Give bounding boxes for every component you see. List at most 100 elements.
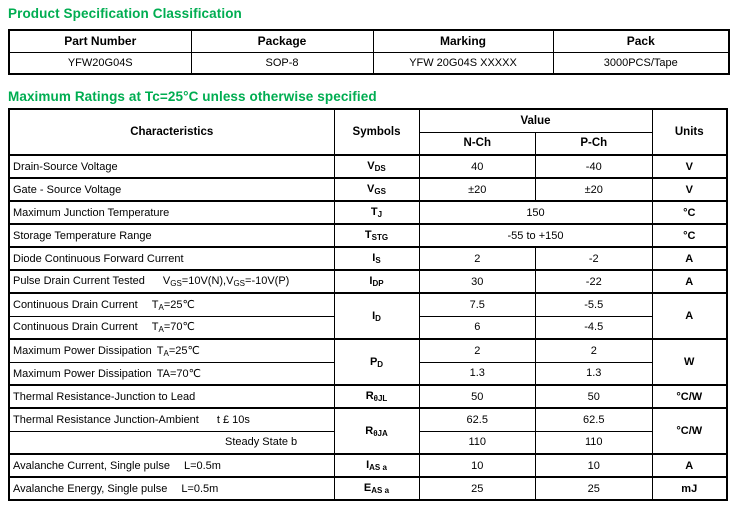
characteristic-cell: Continuous Drain Current TA=25℃ [8,292,335,317]
test-condition: TA=70℃ [156,367,202,380]
nch-value-cell: 62.5 [418,407,536,432]
characteristic-cell: Drain-Source Voltage [8,154,335,179]
table-row: Maximum Power Dissipation TA=70℃ 1.3 1.3 [8,361,727,386]
col-header-symbols: Symbols [333,108,420,156]
units-cell: A [651,453,728,478]
symbol-cell: IDP [333,269,420,294]
pch-value-cell: -40 [535,154,653,179]
table-header-row: Part Number Package Marking Pack [8,29,730,53]
test-condition: TA=25℃ [156,344,200,358]
characteristic-cell: Steady State b [8,430,335,455]
col-header-units: Units [651,108,728,156]
table-row: Gate - Source Voltage VGS ±20 ±20 V [8,177,728,202]
characteristic-label: Avalanche Current, Single pulse [13,459,170,472]
nch-value-cell: 2 [418,338,536,363]
symbol-cell: RθJL [333,384,420,409]
col-header-pack: Pack [552,29,730,53]
nch-value-cell: 6 [418,315,536,340]
pch-value-cell: -2 [535,246,653,271]
test-condition: t £ 10s [216,413,250,426]
table-header-row: Characteristics Symbols Value Units [8,108,728,156]
characteristic-label: Avalanche Energy, Single pulse [13,482,168,495]
table-row: Continuous Drain Current TA=25℃ ID 7.5 -5… [8,292,728,340]
nch-value-cell: 40 [418,154,536,179]
units-cell: °C/W [651,407,728,455]
pack-value: 3000PCS/Tape [552,51,730,75]
nch-value-cell: 2 [418,246,536,271]
test-condition: VGS=10V(N),VGS=-10V(P) [162,275,290,288]
nch-value-cell: ±20 [418,177,536,202]
nch-value-cell: 30 [418,269,536,294]
units-cell: °C [651,200,728,225]
characteristic-cell: Storage Temperature Range [8,223,335,248]
test-condition: Steady State b [225,436,298,449]
marking-value: YFW 20G04S XXXXX [372,51,554,75]
table-row: Thermal Resistance-Junction to Lead RθJL… [8,384,728,409]
units-cell: V [651,177,728,202]
symbol-cell: IAS a [333,453,420,478]
table-row: Storage Temperature Range TSTG -55 to +1… [8,223,728,248]
characteristic-label: Maximum Junction Temperature [13,206,170,219]
col-header-package: Package [190,29,374,53]
col-header-pch: P-Ch [535,131,653,156]
maximum-ratings-table: Characteristics Symbols Value Units N-Ch… [8,108,728,501]
col-header-value: Value [418,108,653,133]
part-number-value: YFW20G04S [8,51,192,75]
package-value: SOP-8 [190,51,374,75]
pch-value-cell: -4.5 [535,315,653,340]
characteristic-label: Maximum Power Dissipation [13,367,152,380]
nch-value-cell: 110 [418,430,536,455]
units-cell: A [651,292,728,340]
section1-title: Product Specification Classification [8,6,242,21]
col-header-marking: Marking [372,29,554,53]
table-row: YFW20G04S SOP-8 YFW 20G04S XXXXX 3000PCS… [8,51,730,75]
product-classification-table: Part Number Package Marking Pack YFW20G0… [8,29,730,75]
shared-value-cell: -55 to +150 [418,223,653,248]
symbol-cell: PD [333,338,420,386]
col-header-characteristics: Characteristics [8,108,335,156]
table-row: Drain-Source Voltage VDS 40 -40 V [8,154,728,179]
units-cell: mJ [651,476,728,501]
characteristic-label: Continuous Drain Current [13,298,138,311]
characteristic-label: Maximum Power Dissipation [13,344,152,357]
section2-title: Maximum Ratings at Tc=25°C unless otherw… [8,89,377,104]
pch-value-cell: 2 [535,338,653,363]
test-condition: L=0.5m [183,459,221,472]
characteristic-cell: Thermal Resistance-Junction to Lead [8,384,335,409]
characteristic-label: Gate - Source Voltage [13,183,122,196]
table-row: Maximum Power Dissipation TA=25℃ PD 2 2 W [8,338,728,386]
units-cell: W [651,338,728,386]
characteristic-cell: Pulse Drain Current Tested VGS=10V(N),VGS… [8,269,335,294]
pch-value-cell: 10 [535,453,653,478]
characteristic-label: Thermal Resistance-Junction to Lead [13,390,196,403]
col-header-nch: N-Ch [418,131,536,156]
characteristic-cell: Maximum Power Dissipation TA=25℃ [8,338,335,363]
pch-value-cell: ±20 [535,177,653,202]
nch-value-cell: 1.3 [418,361,536,386]
table-row: Diode Continuous Forward Current IS 2 -2… [8,246,728,271]
units-cell: A [651,269,728,294]
symbol-cell: EAS a [333,476,420,501]
pch-value-cell: 110 [535,430,653,455]
table-row: Steady State b 110 110 [8,430,727,455]
units-cell: °C [651,223,728,248]
pch-value-cell: 62.5 [535,407,653,432]
table-subheader-row: N-Ch P-Ch [9,131,727,156]
characteristic-label: Continuous Drain Current [13,321,138,334]
test-condition: TA=70℃ [151,321,195,335]
characteristic-cell: Maximum Power Dissipation TA=70℃ [8,361,335,386]
pch-value-cell: 50 [535,384,653,409]
nch-value-cell: 25 [418,476,536,501]
characteristic-label: Storage Temperature Range [13,229,152,242]
characteristic-cell: Maximum Junction Temperature [8,200,335,225]
symbol-cell: VGS [333,177,420,202]
characteristic-label: Diode Continuous Forward Current [13,252,184,265]
symbol-cell: VDS [333,154,420,179]
characteristic-label: Drain-Source Voltage [13,160,118,173]
symbol-cell: RθJA [333,407,420,455]
characteristic-cell: Thermal Resistance Junction-Ambient t £ 1… [8,407,335,432]
units-cell: °C/W [651,384,728,409]
units-cell: A [651,246,728,271]
table-row: Avalanche Current, Single pulse L=0.5m IA… [8,453,728,478]
